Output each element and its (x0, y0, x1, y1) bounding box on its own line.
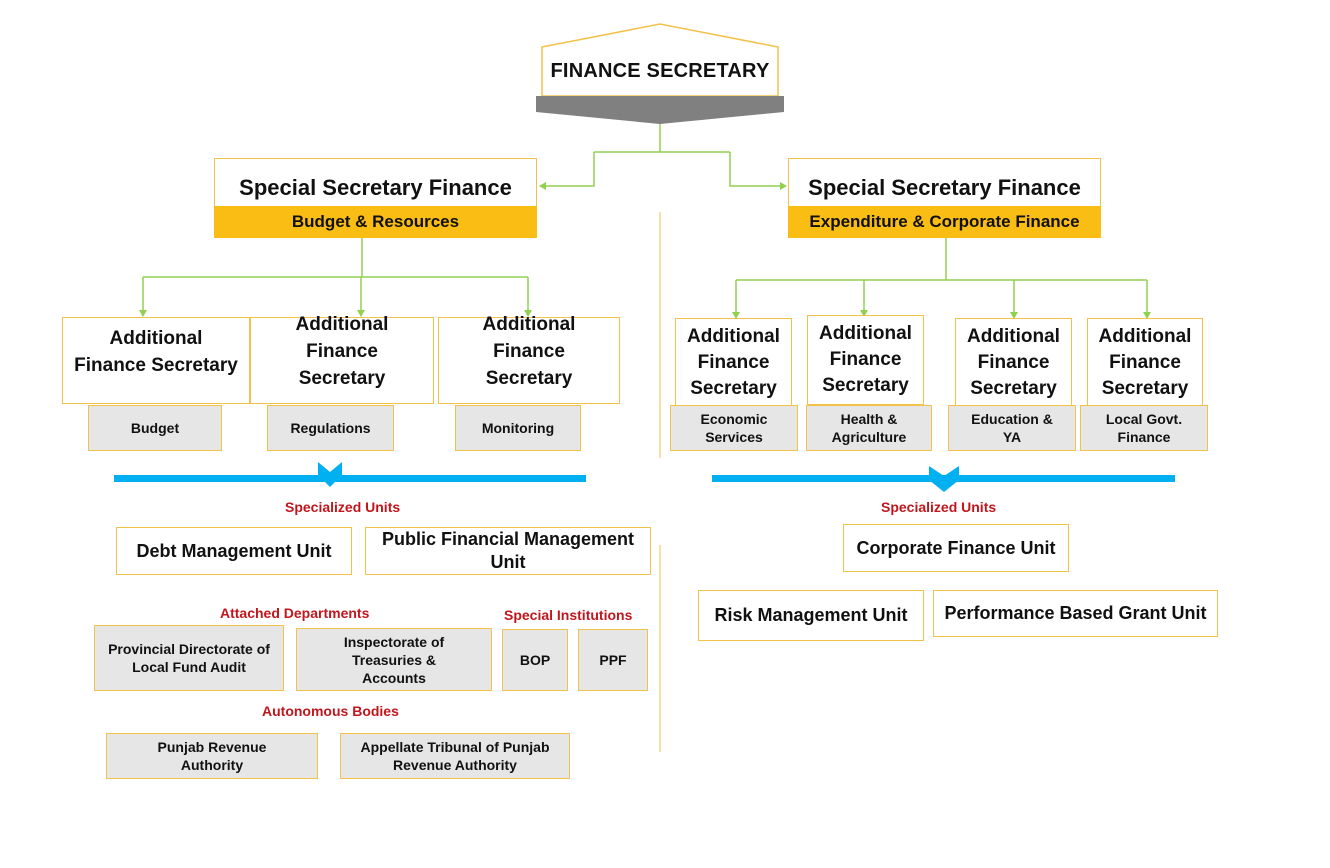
right-afs-health: Additional Finance Secretary (807, 315, 924, 405)
punjab-revenue-authority-box: Punjab Revenue Authority (106, 733, 318, 779)
appellate-tribunal-box: Appellate Tribunal of Punjab Revenue Aut… (340, 733, 570, 779)
afs-title: Additional Finance Secretary (967, 326, 1060, 399)
debt-management-unit: Debt Management Unit (116, 527, 352, 575)
unit-education-ya: Education & YA (948, 405, 1076, 451)
unit-monitoring: Monitoring (455, 405, 581, 451)
attached-departments-label: Attached Departments (220, 605, 370, 621)
unit-local-govt-finance: Local Govt. Finance (1080, 405, 1208, 451)
finance-secretary-box: FINANCE SECRETARY (542, 47, 778, 96)
afs-title: Additional Finance Secretary (74, 327, 238, 376)
left-afs-monitoring: Additional Finance Secretary (438, 314, 620, 404)
left-specialized-units-label: Specialized Units (285, 499, 401, 515)
ppf-box: PPF (578, 629, 648, 691)
afs-title: Additional Finance Secretary (295, 314, 389, 389)
performance-based-grant-unit: Performance Based Grant Unit (933, 590, 1218, 637)
right-afs-local-govt: Additional Finance Secretary (1087, 318, 1203, 408)
unit-economic-services: Economic Services (670, 405, 798, 451)
corporate-finance-unit: Corporate Finance Unit (843, 524, 1069, 572)
special-institutions-label: Special Institutions (504, 607, 633, 623)
right-specialized-units-label: Specialized Units (881, 499, 997, 515)
public-financial-management-unit: Public Financial Management Unit (365, 527, 651, 575)
inspectorate-treasuries-box: Inspectorate of Treasuries & Accounts (296, 628, 492, 691)
afs-title: Additional Finance Secretary (482, 314, 576, 389)
risk-management-unit: Risk Management Unit (698, 590, 924, 641)
unit-regulations: Regulations (267, 405, 394, 451)
autonomous-bodies-label: Autonomous Bodies (262, 703, 399, 719)
afs-title: Additional Finance Secretary (819, 323, 912, 396)
unit-budget: Budget (88, 405, 222, 451)
provincial-directorate-box: Provincial Directorate of Local Fund Aud… (94, 625, 284, 691)
unit-health-agriculture: Health & Agriculture (806, 405, 932, 451)
left-afs-regulations: Additional Finance Secretary (250, 314, 434, 404)
afs-title: Additional Finance Secretary (687, 326, 780, 399)
right-special-secretary-title: Special Secretary Finance (808, 175, 1081, 200)
finance-secretary-title: FINANCE SECRETARY (550, 60, 770, 82)
left-special-secretary-title: Special Secretary Finance (239, 175, 512, 200)
left-special-secretary-subtitle: Budget & Resources (214, 206, 537, 238)
right-special-secretary-subtitle: Expenditure & Corporate Finance (788, 206, 1101, 238)
bop-box: BOP (502, 629, 568, 691)
afs-title: Additional Finance Secretary (1098, 326, 1192, 399)
right-afs-economic: Additional Finance Secretary (675, 318, 792, 408)
left-afs-budget: Additional Finance Secretary (62, 317, 250, 404)
right-afs-education: Additional Finance Secretary (955, 318, 1072, 408)
